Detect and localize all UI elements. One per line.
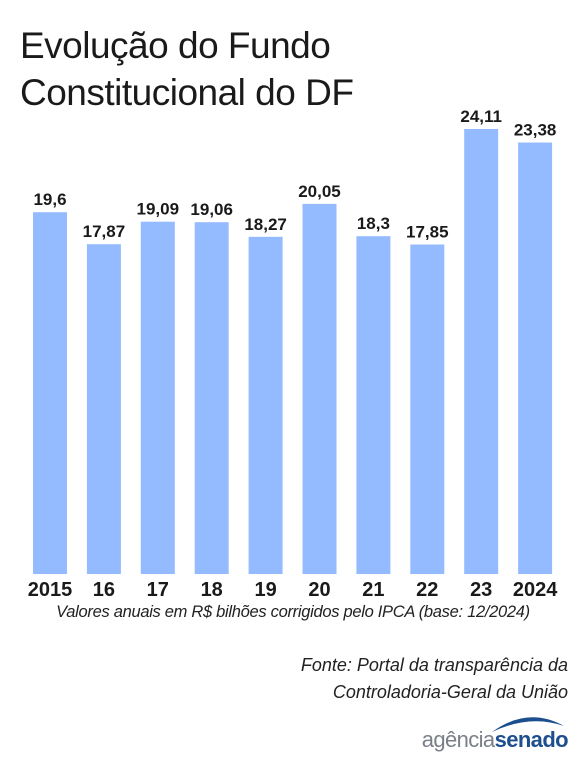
value-label-19: 18,27: [244, 215, 287, 234]
bar-2015: [33, 212, 67, 574]
source-line-1: Fonte: Portal da transparência da: [300, 655, 568, 675]
category-label-17: 17: [147, 579, 169, 600]
bar-2024: [518, 142, 553, 574]
value-label-17: 19,09: [137, 200, 180, 219]
value-label-21: 18,3: [357, 214, 390, 233]
logo-arc-icon: [492, 717, 564, 732]
category-label-16: 16: [93, 579, 115, 600]
logo-part-1: agência: [421, 727, 495, 752]
source-note: Fonte: Portal da transparência da Contro…: [168, 652, 568, 706]
category-label-19: 19: [254, 579, 276, 600]
bar-21: [356, 236, 391, 574]
value-label-2015: 19,6: [33, 190, 66, 209]
chart-subtitle: Valores anuais em R$ bilhões corrigidos …: [56, 603, 530, 621]
bar-22: [410, 244, 445, 574]
category-label-22: 22: [416, 579, 438, 600]
category-label-2024: 2024: [513, 579, 558, 600]
value-label-23: 24,11: [460, 107, 502, 126]
logo-part-2: senado: [494, 727, 569, 752]
bar-16: [86, 244, 121, 574]
category-label-18: 18: [201, 579, 223, 600]
value-label-18: 19,06: [190, 200, 233, 219]
chart-title: Evolução do Fundo Constitucional do DF: [20, 25, 354, 113]
category-label-2015: 2015: [28, 579, 73, 600]
value-label-2024: 23,38: [514, 121, 557, 140]
bar-23: [464, 129, 499, 574]
bar-17: [140, 221, 175, 574]
source-line-2: Controladoria-Geral da União: [332, 682, 568, 702]
bar-chart: 19,6 2015 17,87 16 19,09 17 19,06 18 18,27 19 20,0…: [28, 107, 558, 600]
category-label-20: 20: [308, 579, 330, 600]
bar-20: [302, 203, 337, 574]
bar-18: [194, 222, 229, 574]
value-label-16: 17,87: [83, 222, 126, 241]
agencia-senado-logo: agênciasenado: [368, 712, 569, 757]
logo-wordmark: agênciasenado: [421, 727, 569, 753]
value-label-22: 17,85: [406, 223, 449, 242]
bar-19: [248, 236, 283, 575]
category-label-23: 23: [470, 579, 492, 600]
category-label-21: 21: [362, 579, 384, 600]
value-label-20: 20,05: [298, 182, 341, 201]
